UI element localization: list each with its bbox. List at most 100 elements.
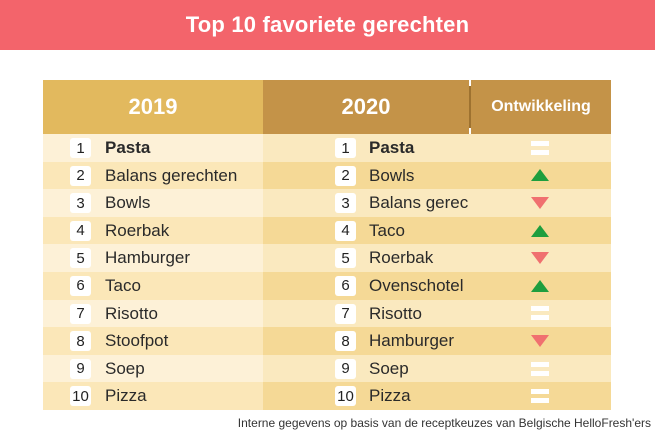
rank-badge-2020: 8 — [335, 331, 356, 352]
dish-2020: Ovenschotel — [369, 275, 464, 295]
trend-up-icon — [531, 224, 549, 237]
equal-icon — [531, 140, 549, 155]
cell-2019: 7 Risotto — [43, 299, 263, 328]
dish-2019: Taco — [105, 275, 141, 295]
header-divider — [469, 86, 471, 128]
rank-badge-2020: 7 — [335, 303, 356, 324]
cell-2020: 7 Risotto — [263, 299, 469, 328]
rank-badge-2020: 5 — [335, 248, 356, 269]
cell-2020: 1 Pasta — [263, 134, 469, 162]
dish-2019: Balans gerechten — [105, 165, 238, 185]
rank-badge-2019: 7 — [70, 303, 91, 324]
header-2019: 2019 — [43, 80, 263, 134]
dish-2020: Pasta — [369, 138, 415, 157]
dish-2020: Taco — [369, 220, 405, 240]
page-title: Top 10 favoriete gerechten — [185, 12, 470, 37]
cell-2019: 3 Bowls — [43, 189, 263, 217]
rank-badge-2019: 6 — [70, 275, 91, 296]
cell-development — [469, 134, 611, 162]
trend-down-icon — [531, 196, 549, 209]
cell-2020: 8 Hamburger — [263, 327, 469, 355]
equal-icon — [531, 306, 549, 321]
header-development: Ontwikkeling — [471, 80, 611, 134]
rank-badge-2019: 4 — [70, 220, 91, 241]
dish-2020: Pizza — [369, 386, 411, 406]
rank-badge-2019: 3 — [70, 193, 91, 214]
ranking-table: 2019 2020 Ontwikkeling 1 Pasta 1 Pasta 2 Bala… — [43, 80, 611, 413]
equal-icon — [531, 389, 549, 404]
rank-badge-2019: 5 — [70, 248, 91, 269]
cell-2020: 10 Pizza — [263, 382, 469, 410]
rank-badge-2019: 10 — [70, 386, 91, 407]
cell-2019: 8 Stoofpot — [43, 327, 263, 355]
dish-2019: Risotto — [105, 303, 158, 323]
title-banner: Top 10 favoriete gerechten — [0, 0, 655, 50]
cell-development — [469, 271, 611, 300]
rank-badge-2020: 6 — [335, 275, 356, 296]
cell-2019: 1 Pasta — [43, 134, 263, 162]
rank-badge-2019: 8 — [70, 331, 91, 352]
dish-2019: Roerbak — [105, 220, 170, 240]
cell-development — [469, 161, 611, 190]
cell-2020: 5 Roerbak — [263, 244, 469, 272]
trend-up-icon — [531, 169, 549, 182]
dish-2019: Stoofpot — [105, 331, 169, 351]
dish-2019: Hamburger — [105, 248, 191, 268]
table-row: 7 Risotto 7 Risotto — [43, 299, 611, 328]
cell-2020: 2 Bowls — [263, 161, 469, 190]
cell-2020: 9 Soep — [263, 354, 469, 383]
trend-up-icon — [531, 279, 549, 292]
rank-badge-2019: 2 — [70, 165, 91, 186]
rank-badge-2020: 1 — [335, 138, 356, 158]
cell-2019: 6 Taco — [43, 271, 263, 300]
table-header: 2019 2020 Ontwikkeling — [43, 80, 611, 134]
dish-2020: Soep — [369, 358, 409, 378]
rank-badge-2019: 1 — [70, 138, 91, 158]
equal-icon — [531, 361, 549, 376]
dish-2020: Balans gerechten — [369, 193, 502, 213]
cell-development — [469, 299, 611, 328]
cell-2019: 10 Pizza — [43, 382, 263, 410]
dish-2020: Bowls — [369, 165, 415, 185]
table-row: 6 Taco 6 Ovenschotel — [43, 271, 611, 300]
dish-2020: Hamburger — [369, 331, 455, 351]
table-body: 1 Pasta 1 Pasta 2 Balans gerechten 2 Bowls 3 Bowl… — [43, 134, 611, 410]
rank-badge-2020: 2 — [335, 165, 356, 186]
dish-2019: Pizza — [105, 386, 147, 406]
trend-down-icon — [531, 334, 549, 347]
rank-badge-2020: 9 — [335, 358, 356, 379]
cell-development — [469, 382, 611, 410]
cell-development — [469, 354, 611, 383]
cell-development — [469, 327, 611, 355]
table-row: 10 Pizza 10 Pizza — [43, 382, 611, 410]
cell-2019: 2 Balans gerechten — [43, 161, 263, 190]
cell-development — [469, 189, 611, 217]
dish-2019: Bowls — [105, 193, 151, 213]
dish-2019: Soep — [105, 358, 145, 378]
cell-development — [469, 244, 611, 272]
table-row: 1 Pasta 1 Pasta — [43, 134, 611, 162]
trend-down-icon — [531, 252, 549, 265]
header-2020: 2020 — [263, 80, 469, 134]
cell-2019: 4 Roerbak — [43, 216, 263, 245]
cell-2019: 5 Hamburger — [43, 244, 263, 272]
cell-2020: 3 Balans gerechten — [263, 189, 501, 217]
table-row: 9 Soep 9 Soep — [43, 354, 611, 383]
table-row: 5 Hamburger 5 Roerbak — [43, 244, 611, 272]
rank-badge-2019: 9 — [70, 358, 91, 379]
cell-development — [469, 216, 611, 245]
cell-2020: 6 Ovenschotel — [263, 271, 469, 300]
dish-2020: Risotto — [369, 303, 422, 323]
table-row: 4 Roerbak 4 Taco — [43, 216, 611, 245]
source-footnote: Interne gegevens op basis van de receptk… — [237, 416, 651, 430]
table-row: 8 Stoofpot 8 Hamburger — [43, 327, 611, 355]
cell-2019: 9 Soep — [43, 354, 263, 383]
cell-2020: 4 Taco — [263, 216, 469, 245]
dish-2020: Roerbak — [369, 248, 434, 268]
table-row: 3 Bowls 3 Balans gerechten — [43, 189, 611, 217]
dish-2019: Pasta — [105, 138, 151, 157]
rank-badge-2020: 3 — [335, 193, 356, 214]
table-row: 2 Balans gerechten 2 Bowls — [43, 161, 611, 190]
rank-badge-2020: 10 — [335, 386, 356, 407]
